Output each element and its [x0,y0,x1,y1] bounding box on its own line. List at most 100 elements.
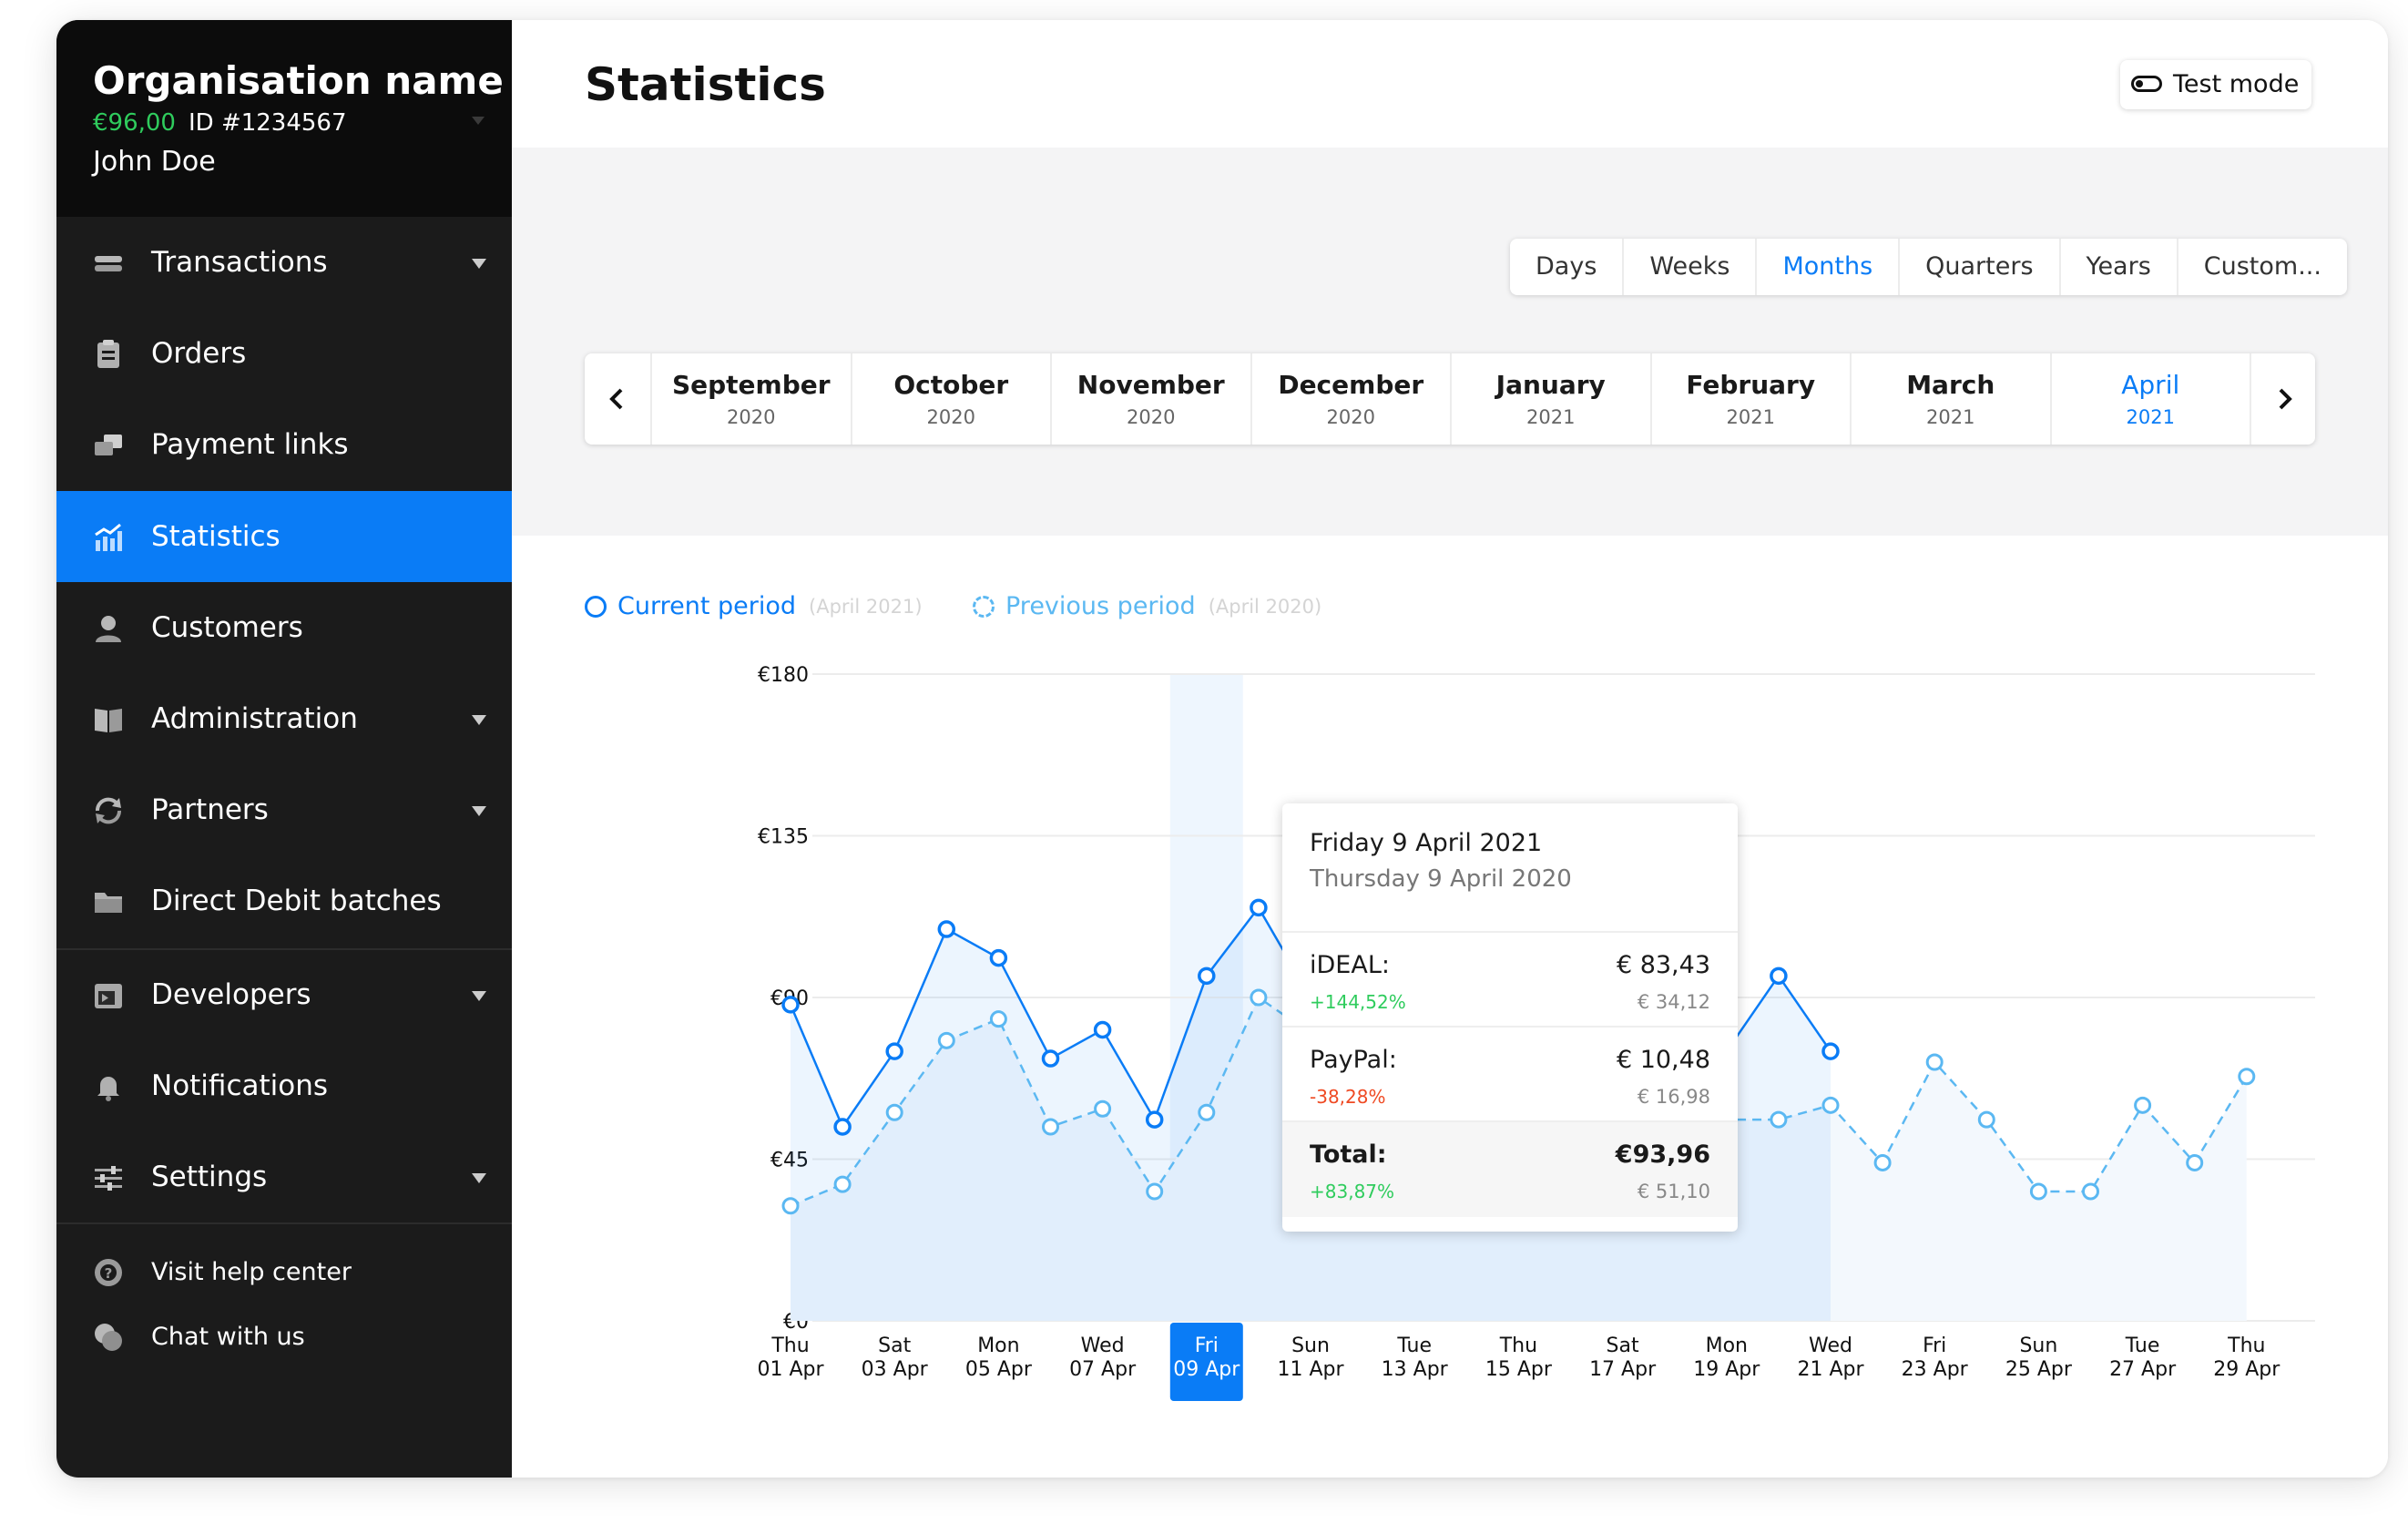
tab-custom[interactable]: Custom... [2203,252,2321,281]
month-november[interactable]: November 2020 [1050,353,1250,445]
x-tick-date: 09 Apr [1173,1358,1240,1381]
x-tick-day: Fri [1195,1335,1219,1357]
month-name: March [1906,370,1995,400]
chat-with-us-link[interactable]: Chat with us [56,1305,512,1369]
month-year: 2021 [1926,406,1975,428]
chevron-down-icon [472,715,486,725]
previous-period-point [1250,988,1268,1007]
legend-label: Previous period [1005,592,1196,620]
sidebar-item-partners[interactable]: Partners [56,764,512,855]
x-tick-date: 19 Apr [1693,1358,1760,1381]
chevron-left-icon [609,388,623,410]
x-tick-date: 05 Apr [965,1358,1033,1381]
current-period-point [1041,1049,1060,1068]
tab-days[interactable]: Days [1510,239,1625,295]
x-tick-date: 25 Apr [2005,1358,2073,1381]
tab-years[interactable]: Years [2061,239,2178,295]
current-period-point [937,920,956,938]
folder-icon [95,893,122,913]
x-tick-date: 29 Apr [2213,1358,2280,1381]
y-tick-label: €180 [758,664,809,687]
next-months-button[interactable] [2250,353,2315,445]
organisation-switcher[interactable]: Organisation name €96,00 ID #1234567 John… [56,20,512,217]
current-period-point [989,948,1008,967]
tooltip-row-value: € 83,43 [1616,951,1710,979]
previous-period-point [2186,1153,2204,1171]
svg-text:?: ? [105,1265,113,1282]
current-period-point [1821,1042,1840,1060]
sidebar-item-notifications[interactable]: Notifications [56,1040,512,1131]
visit-help-center-link[interactable]: ? Visit help center [56,1241,512,1304]
tooltip-row: iDEAL: € 83,43 +144,52% € 34,12 [1282,931,1738,1028]
x-tick-day: Wed [1809,1335,1852,1357]
x-tick-day: Sun [2019,1335,2057,1357]
month-september[interactable]: September 2020 [650,353,851,445]
month-year: 2021 [1726,406,1775,428]
month-january[interactable]: January 2021 [1450,353,1650,445]
tab-months[interactable]: Months [1757,239,1901,295]
highlight-tick-badge [1169,1323,1243,1401]
current-period-point [781,996,800,1014]
user-icon [96,616,121,642]
toggle-icon [2131,76,2162,92]
sidebar-item-customers[interactable]: Customers [56,582,512,673]
current-period-point [833,1118,852,1136]
month-december[interactable]: December 2020 [1250,353,1451,445]
tab-weeks[interactable]: Weeks [1624,239,1758,295]
sidebar-item-payment-links[interactable]: Payment links [56,399,512,490]
refresh-icon [95,797,122,824]
x-tick-date: 11 Apr [1277,1358,1344,1381]
tooltip-row-previous: € 51,10 [1637,1181,1710,1202]
previous-period-line [790,996,2248,1207]
sidebar-item-administration[interactable]: Administration [56,673,512,764]
previous-period-point [937,1031,955,1049]
month-year: 2020 [1127,406,1176,428]
month-navigator: September 2020 October 2020 November 2020 Dece… [585,353,2315,445]
sidebar-item-settings[interactable]: Settings [56,1131,512,1222]
sidebar-item-transactions[interactable]: Transactions [56,217,512,308]
sidebar-item-label: Visit help center [151,1258,352,1286]
x-tick-day: Thu [1499,1335,1537,1357]
legend-current-period[interactable]: Current period (April 2021) [585,592,923,629]
month-name: April [2121,370,2180,400]
tooltip-row-change: +83,87% [1310,1181,1395,1202]
tooltip-row-previous: € 16,98 [1637,1086,1710,1108]
previous-period-point [1094,1099,1112,1118]
book-icon [95,709,122,732]
sidebar-item-direct-debit-batches[interactable]: Direct Debit batches [56,855,512,946]
chevron-right-icon [2279,388,2292,410]
test-mode-label: Test mode [2173,70,2300,98]
terminal-icon [95,984,122,1008]
x-tick-date: 15 Apr [1485,1358,1553,1381]
legend-previous-period[interactable]: Previous period (April 2020) [973,592,1321,629]
tooltip-row-previous: € 34,12 [1637,991,1710,1013]
month-year: 2020 [1326,406,1375,428]
tab-quarters[interactable]: Quarters [1900,239,2061,295]
previous-period-point [989,1010,1007,1028]
current-period-point [1250,898,1268,917]
previous-period-point [2238,1068,2256,1086]
test-mode-toggle[interactable]: Test mode [2120,60,2311,109]
sidebar-item-statistics[interactable]: Statistics [56,491,512,582]
month-april[interactable]: April 2021 [2049,353,2250,445]
sidebar-item-orders[interactable]: Orders [56,308,512,399]
month-march[interactable]: March 2021 [1850,353,2050,445]
chart-icon [95,523,122,551]
sidebar-item-label: Settings [151,1161,268,1193]
sidebar-item-developers[interactable]: Developers [56,949,512,1040]
month-february[interactable]: February 2021 [1649,353,1851,445]
sidebar-item-label: Payment links [151,428,349,461]
x-tick-date: 17 Apr [1589,1358,1657,1381]
divider [56,948,512,950]
x-tick-day: Thu [2227,1335,2265,1357]
previous-months-button[interactable] [585,353,650,445]
previous-period-point [2082,1182,2099,1201]
previous-period-point [2029,1182,2047,1201]
month-name: October [893,370,1009,400]
month-october[interactable]: October 2020 [850,353,1051,445]
period-tabs: Days Weeks Months Quarters Years Custom... [1510,239,2347,295]
month-year: 2021 [1526,406,1576,428]
x-tick-date: 27 Apr [2109,1358,2177,1381]
payment-links-icon [95,435,122,455]
x-tick-date: 13 Apr [1382,1358,1449,1381]
